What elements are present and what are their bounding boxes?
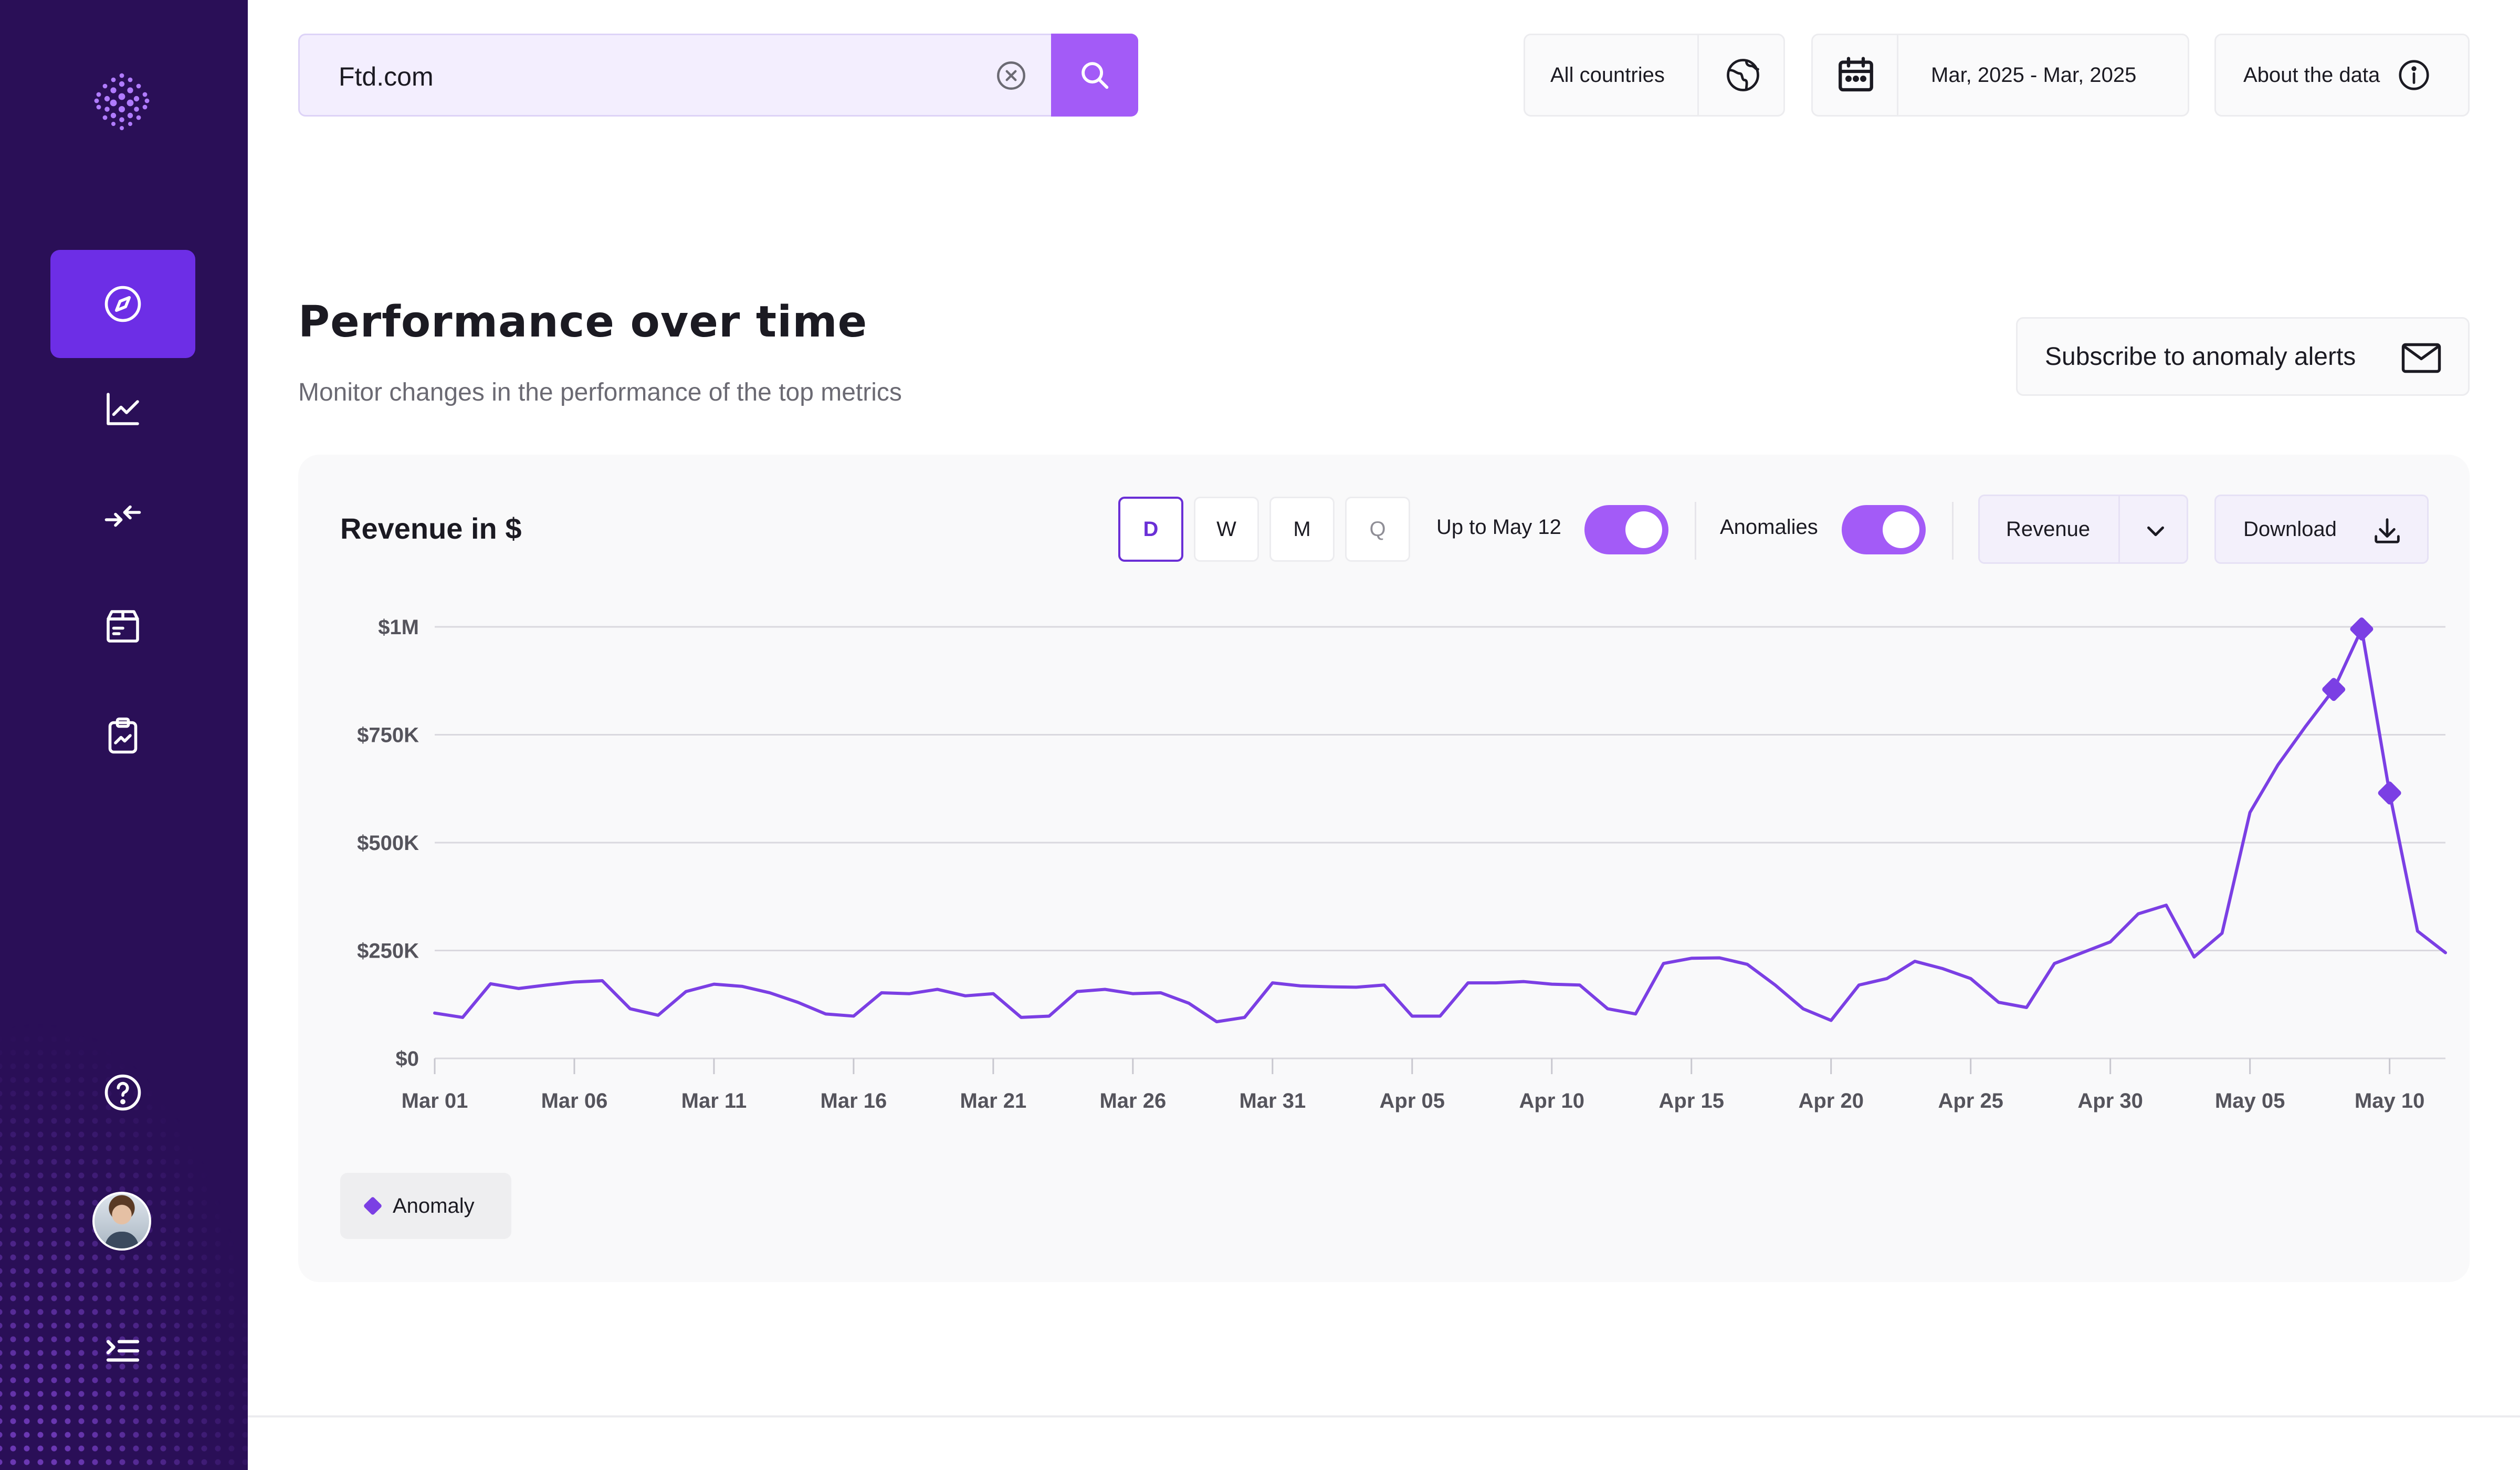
compass-icon <box>104 286 141 322</box>
x-tick-label: Apr 25 <box>1938 1089 2003 1112</box>
sidebar-item-products[interactable] <box>50 572 195 680</box>
y-tick-label: $1M <box>378 616 419 639</box>
x-tick-label: Apr 20 <box>1798 1089 1864 1112</box>
sidebar-item-trends[interactable] <box>50 355 195 463</box>
up-to-label: Up to May 12 <box>1436 516 1561 539</box>
help-icon <box>104 1074 141 1111</box>
avatar[interactable] <box>92 1192 151 1251</box>
search-input[interactable]: Ftd.com <box>339 62 434 91</box>
divider <box>1697 35 1699 115</box>
expand-menu-button[interactable] <box>50 1297 195 1405</box>
legend-anomaly: Anomaly <box>340 1173 511 1239</box>
anomalies-toggle[interactable] <box>1842 505 1926 554</box>
legend-anomaly-label: Anomaly <box>393 1194 475 1217</box>
clear-icon[interactable] <box>994 58 1028 93</box>
granularity-month-button[interactable]: M <box>1269 497 1335 562</box>
box-icon <box>107 610 139 643</box>
mail-icon <box>2401 343 2441 373</box>
search-button[interactable] <box>1051 34 1138 117</box>
y-tick-label: $750K <box>357 724 419 747</box>
subscribe-alerts-button[interactable]: Subscribe to anomaly alerts <box>2016 317 2470 396</box>
x-tick-label: Mar 01 <box>402 1089 468 1112</box>
metric-select-label: Revenue <box>2006 517 2091 541</box>
x-tick-label: Mar 16 <box>821 1089 887 1112</box>
anomalies-label: Anomalies <box>1720 516 1818 539</box>
y-tick-label: $500K <box>357 832 419 855</box>
expand-menu-icon <box>106 1340 140 1362</box>
date-range-picker[interactable]: Mar, 2025 - Mar, 2025 <box>1811 34 2189 117</box>
sidebar-item-compare[interactable] <box>50 462 195 570</box>
x-tick-label: Mar 11 <box>681 1089 747 1112</box>
x-tick-label: Mar 21 <box>960 1089 1027 1112</box>
globe-icon <box>1727 59 1759 91</box>
trend-chart-icon <box>107 393 139 425</box>
x-tick-label: Apr 10 <box>1519 1089 1585 1112</box>
country-label: All countries <box>1550 63 1665 87</box>
app-logo-icon[interactable] <box>88 67 155 134</box>
search-box[interactable]: Ftd.com <box>298 34 1138 117</box>
download-label: Download <box>2243 517 2337 541</box>
granularity-week-button[interactable]: W <box>1194 497 1259 562</box>
calendar-icon <box>1839 57 1873 92</box>
info-icon <box>2399 60 2429 90</box>
anomaly-marker <box>2322 678 2346 701</box>
x-tick-label: May 10 <box>2355 1089 2424 1112</box>
help-button[interactable] <box>50 1038 195 1147</box>
x-tick-label: Mar 06 <box>541 1089 608 1112</box>
country-selector[interactable]: All countries <box>1524 34 1785 117</box>
x-tick-label: Mar 26 <box>1099 1089 1166 1112</box>
y-tick-label: $250K <box>357 940 419 963</box>
chevron-down-icon <box>2147 526 2164 537</box>
page-title: Performance over time <box>298 297 868 347</box>
x-tick-label: Apr 15 <box>1659 1089 1725 1112</box>
toggle-knob <box>1625 511 1662 548</box>
x-tick-label: Mar 31 <box>1239 1089 1306 1112</box>
search-icon <box>1082 62 1109 89</box>
anomaly-marker <box>2350 617 2374 641</box>
divider <box>2118 496 2120 562</box>
clipboard-chart-icon <box>108 717 138 754</box>
sidebar-item-reports[interactable] <box>50 681 195 790</box>
granularity-quarter-button[interactable]: Q <box>1345 497 1410 562</box>
date-range-label: Mar, 2025 - Mar, 2025 <box>1931 63 2137 87</box>
toggle-knob <box>1883 511 1919 548</box>
divider <box>1897 35 1898 115</box>
compare-arrows-icon <box>104 505 141 527</box>
divider <box>1952 502 1954 560</box>
divider <box>1695 502 1696 560</box>
granularity-day-button[interactable]: D <box>1118 497 1183 562</box>
x-tick-label: Apr 30 <box>2077 1089 2143 1112</box>
y-tick-label: $0 <box>396 1047 419 1070</box>
metric-select[interactable]: Revenue <box>1978 495 2188 564</box>
revenue-chart-card: Revenue in $ D W M Q Up to May 12 Anomal… <box>298 455 2470 1282</box>
anomaly-marker <box>2378 781 2401 805</box>
x-tick-label: Apr 05 <box>1380 1089 1445 1112</box>
anomaly-marker-icon <box>364 1197 382 1215</box>
chart-title: Revenue in $ <box>340 512 522 545</box>
page-bottom-divider <box>248 1415 2520 1418</box>
revenue-series-line <box>433 627 2447 1024</box>
download-icon <box>2375 518 2400 543</box>
up-to-toggle[interactable] <box>1584 505 1668 554</box>
revenue-line-chart: $0 $250K $500K $750K $1M Mar 01 Mar 06 Mar 11 Ma… <box>357 616 2447 1112</box>
page-subtitle: Monitor changes in the performance of th… <box>298 379 902 406</box>
x-tick-label: May 05 <box>2215 1089 2285 1112</box>
download-button[interactable]: Download <box>2214 495 2429 564</box>
subscribe-label: Subscribe to anomaly alerts <box>2045 342 2356 371</box>
about-data-button[interactable]: About the data <box>2214 34 2470 117</box>
sidebar-item-explore[interactable] <box>50 250 195 358</box>
about-data-label: About the data <box>2243 63 2380 87</box>
sidebar <box>0 0 248 1470</box>
